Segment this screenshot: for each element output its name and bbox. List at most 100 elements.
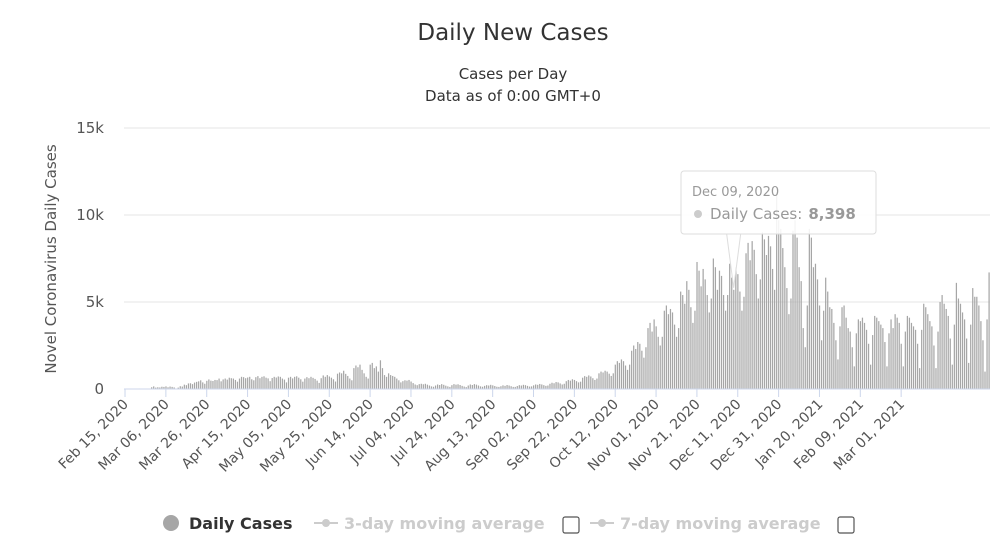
bar[interactable] (908, 317, 911, 389)
bar[interactable] (406, 380, 408, 389)
bar[interactable] (173, 387, 175, 389)
bar[interactable] (287, 377, 290, 389)
bar[interactable] (757, 298, 759, 389)
bar[interactable] (872, 335, 874, 389)
bar[interactable] (659, 345, 661, 390)
bar[interactable] (675, 336, 678, 389)
bar[interactable] (880, 324, 882, 389)
bar[interactable] (898, 322, 900, 389)
bar[interactable] (582, 377, 584, 389)
bar[interactable] (449, 386, 451, 389)
bar[interactable] (316, 380, 318, 389)
bar[interactable] (577, 382, 580, 389)
bar[interactable] (814, 263, 817, 389)
bar[interactable] (571, 379, 574, 389)
bar[interactable] (608, 373, 610, 389)
bar[interactable] (763, 239, 766, 389)
bar[interactable] (604, 370, 606, 389)
bar[interactable] (526, 385, 529, 389)
bar[interactable] (622, 361, 625, 389)
bar[interactable] (226, 379, 228, 389)
bar[interactable] (647, 328, 649, 389)
bar[interactable] (835, 340, 837, 389)
bar[interactable] (841, 307, 843, 389)
bar[interactable] (688, 289, 690, 389)
bar[interactable] (976, 296, 978, 389)
bar[interactable] (806, 305, 808, 389)
bar[interactable] (966, 338, 968, 389)
bar[interactable] (951, 364, 953, 389)
bar[interactable] (884, 342, 886, 389)
bar[interactable] (191, 384, 194, 389)
bar[interactable] (784, 267, 786, 389)
bar[interactable] (259, 378, 261, 389)
bar[interactable] (294, 376, 296, 389)
bar[interactable] (886, 366, 888, 389)
bar[interactable] (506, 385, 508, 389)
bar[interactable] (614, 364, 616, 389)
bar[interactable] (447, 386, 449, 389)
bar[interactable] (855, 333, 857, 389)
bar[interactable] (708, 312, 710, 389)
bar[interactable] (553, 383, 555, 389)
bar[interactable] (530, 386, 533, 389)
bar[interactable] (972, 288, 974, 389)
bar[interactable] (643, 357, 645, 389)
bar[interactable] (786, 288, 788, 389)
bar[interactable] (416, 385, 418, 389)
bar[interactable] (749, 260, 751, 389)
bar[interactable] (263, 376, 265, 389)
bar[interactable] (935, 368, 937, 389)
bar[interactable] (663, 310, 665, 389)
bar[interactable] (988, 272, 990, 389)
bar[interactable] (778, 220, 780, 389)
bar[interactable] (894, 314, 896, 389)
bar[interactable] (712, 258, 714, 390)
bar[interactable] (155, 387, 157, 389)
bar[interactable] (645, 347, 647, 389)
bar[interactable] (242, 377, 245, 389)
bar[interactable] (385, 376, 388, 389)
bar[interactable] (984, 371, 986, 389)
bar[interactable] (234, 379, 237, 389)
bar[interactable] (328, 376, 330, 389)
bar[interactable] (657, 336, 659, 389)
bar[interactable] (537, 384, 539, 389)
bar[interactable] (823, 310, 825, 389)
bar[interactable] (151, 387, 153, 389)
bar[interactable] (361, 369, 363, 389)
bar[interactable] (774, 289, 776, 389)
bar[interactable] (741, 310, 743, 389)
bar[interactable] (696, 261, 698, 389)
bar[interactable] (496, 386, 498, 389)
bar[interactable] (878, 321, 880, 389)
bar[interactable] (722, 295, 725, 389)
bar[interactable] (635, 348, 637, 389)
bar[interactable] (271, 378, 273, 389)
bar[interactable] (755, 274, 757, 389)
bar[interactable] (245, 378, 247, 389)
bar[interactable] (349, 378, 351, 389)
bar[interactable] (522, 384, 525, 389)
bar[interactable] (547, 385, 549, 389)
bar[interactable] (921, 329, 923, 389)
bar[interactable] (849, 331, 851, 389)
bar[interactable] (183, 384, 185, 389)
bar[interactable] (539, 383, 541, 389)
bar[interactable] (810, 237, 812, 389)
bar[interactable] (541, 384, 543, 389)
bar[interactable] (367, 378, 369, 389)
legend-checkbox-7-day[interactable] (837, 516, 855, 534)
bar[interactable] (341, 373, 343, 389)
bar[interactable] (379, 360, 382, 389)
bar[interactable] (737, 274, 739, 389)
bar[interactable] (261, 376, 263, 389)
bar[interactable] (198, 381, 200, 389)
bar[interactable] (277, 376, 279, 389)
bar[interactable] (629, 364, 631, 389)
bar[interactable] (332, 379, 335, 389)
bar[interactable] (851, 347, 853, 389)
bar[interactable] (906, 315, 908, 389)
bar[interactable] (684, 303, 686, 389)
bar[interactable] (451, 385, 453, 389)
